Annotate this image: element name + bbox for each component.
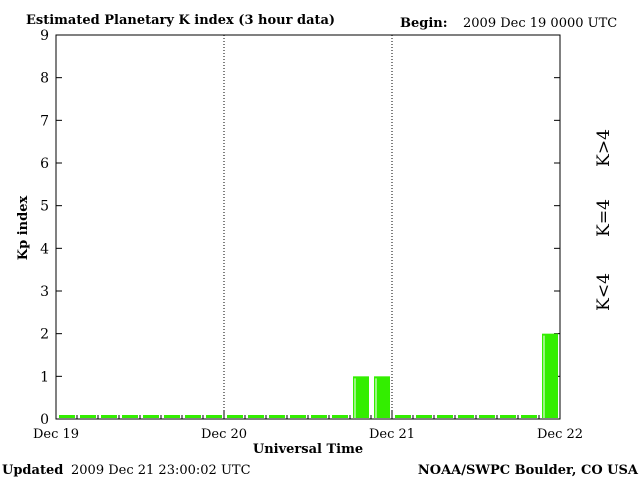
kp-bar bbox=[101, 415, 117, 418]
legend: K>4 K=4 K<4 bbox=[594, 129, 614, 311]
begin-label: Begin: bbox=[400, 16, 448, 31]
legend-k-lt-4: K<4 bbox=[594, 273, 614, 311]
x-tick-label: Dec 21 bbox=[369, 427, 415, 442]
kp-bar bbox=[269, 415, 285, 418]
kp-bar bbox=[227, 415, 243, 418]
x-tick-label: Dec 20 bbox=[201, 427, 247, 442]
kp-bar bbox=[332, 415, 348, 418]
x-axis-label: Universal Time bbox=[253, 442, 363, 457]
y-tick-label: 0 bbox=[40, 412, 49, 428]
chart-title: Estimated Planetary K index (3 hour data… bbox=[26, 13, 335, 28]
y-tick-label: 4 bbox=[40, 241, 49, 257]
x-tick-label: Dec 22 bbox=[537, 427, 583, 442]
begin-value: 2009 Dec 19 0000 UTC bbox=[463, 16, 617, 31]
x-tick-label: Dec 19 bbox=[33, 427, 79, 442]
kp-bar bbox=[164, 415, 180, 418]
y-tick-label: 1 bbox=[40, 369, 49, 385]
updated-value: 2009 Dec 21 23:00:02 UTC bbox=[71, 463, 251, 478]
legend-k-eq-4: K=4 bbox=[594, 199, 614, 237]
kp-bar bbox=[458, 415, 474, 418]
kp-bar bbox=[143, 415, 159, 418]
kp-bar bbox=[80, 415, 96, 418]
y-tick-label: 7 bbox=[40, 113, 49, 129]
y-tick-label: 6 bbox=[40, 156, 49, 172]
y-tick-label: 3 bbox=[40, 284, 49, 300]
kp-bar bbox=[353, 376, 369, 418]
legend-k-gt-4: K>4 bbox=[594, 129, 614, 167]
kp-bar bbox=[479, 415, 495, 418]
y-tick-label: 5 bbox=[40, 199, 49, 215]
y-tick-label: 8 bbox=[40, 71, 49, 87]
kp-bar bbox=[290, 415, 306, 418]
kp-bar bbox=[395, 415, 411, 418]
y-axis-label: Kp index bbox=[16, 196, 31, 261]
source-credit: NOAA/SWPC Boulder, CO USA bbox=[418, 463, 639, 478]
plot-frame bbox=[55, 34, 561, 420]
kp-bar bbox=[521, 415, 537, 418]
kp-bar bbox=[542, 333, 558, 418]
kp-bar bbox=[416, 415, 432, 418]
kp-bar bbox=[311, 415, 327, 418]
kp-bar bbox=[122, 415, 138, 418]
y-tick-label: 2 bbox=[40, 327, 49, 343]
plot-area: 0 1 2 3 4 5 6 7 8 9 Dec 19 Dec 20 Dec 21 Dec 22 bbox=[33, 28, 583, 442]
kp-bar bbox=[374, 376, 390, 418]
kp-bar bbox=[206, 415, 222, 418]
kp-bar bbox=[185, 415, 201, 418]
kp-bar bbox=[248, 415, 264, 418]
y-tick-label: 9 bbox=[40, 28, 49, 44]
kp-bar bbox=[500, 415, 516, 418]
updated-label: Updated bbox=[2, 463, 63, 478]
kp-bar bbox=[437, 415, 453, 418]
kp-bar bbox=[59, 415, 75, 418]
